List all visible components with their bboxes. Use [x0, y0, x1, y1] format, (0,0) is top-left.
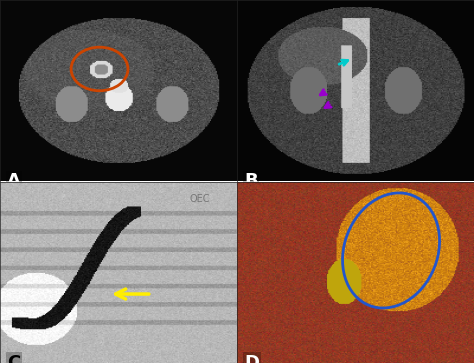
Text: OEC: OEC	[190, 194, 210, 204]
Text: A: A	[7, 172, 21, 191]
Text: C: C	[7, 354, 20, 363]
Text: D: D	[244, 354, 259, 363]
Text: B: B	[244, 172, 258, 191]
